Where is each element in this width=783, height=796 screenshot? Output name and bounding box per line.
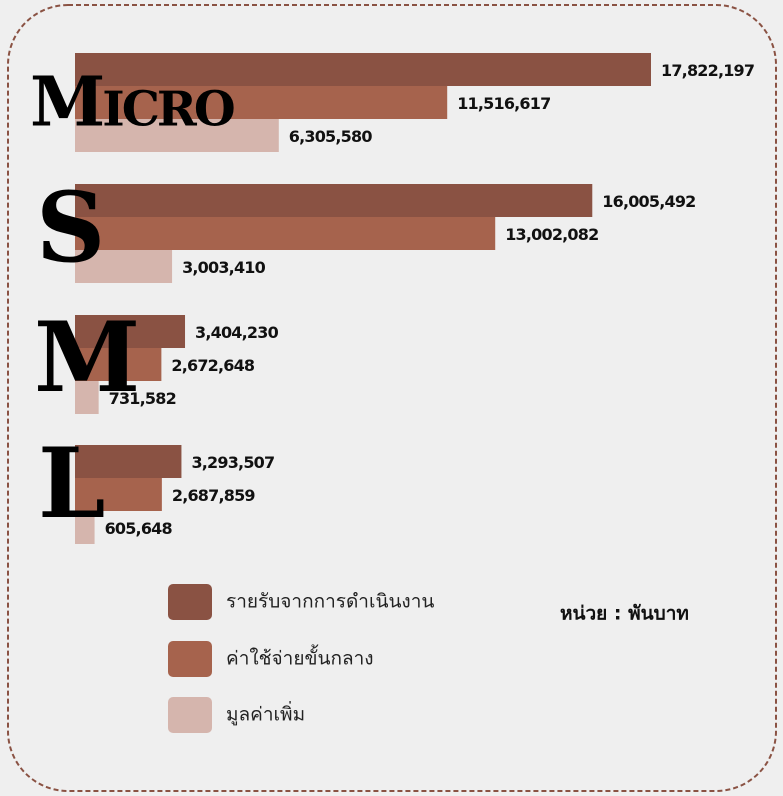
bar [75, 511, 95, 544]
legend-label: รายรับจากการดำเนินงาน [226, 591, 434, 613]
legend-swatch [168, 641, 212, 677]
category-label: Micro [30, 63, 234, 143]
bar [75, 315, 186, 348]
value-label: 3,003,410 [182, 258, 266, 277]
bar [75, 86, 448, 119]
value-label: 17,822,197 [661, 61, 754, 80]
bar [75, 119, 279, 152]
bar [75, 53, 651, 86]
bar [75, 348, 162, 381]
value-label: 6,305,580 [289, 127, 373, 146]
legend-swatch [168, 697, 212, 733]
bar [75, 217, 496, 250]
bar [75, 184, 593, 217]
value-label: 2,672,648 [171, 356, 255, 375]
frame [7, 4, 777, 792]
bar [75, 250, 173, 283]
legend-swatch [168, 584, 212, 620]
value-label: 3,293,507 [191, 453, 274, 472]
value-label: 3,404,230 [195, 323, 279, 342]
value-label: 605,648 [105, 519, 173, 538]
value-label: 11,516,617 [457, 94, 550, 113]
value-label: 16,005,492 [602, 192, 695, 211]
bar [75, 445, 182, 478]
category-label: M [34, 301, 140, 414]
category-label: L [38, 427, 106, 540]
bar [75, 381, 99, 414]
category-label: S [36, 171, 105, 284]
value-label: 731,582 [109, 389, 176, 408]
legend-label: มูลค่าเพิ่ม [226, 701, 305, 726]
value-label: 2,687,859 [172, 486, 256, 505]
unit-note: หน่วย : พันบาท [560, 603, 689, 625]
value-label: 13,002,082 [505, 225, 598, 244]
bar [75, 478, 162, 511]
legend-label: ค่าใช้จ่ายขั้นกลาง [226, 645, 374, 670]
